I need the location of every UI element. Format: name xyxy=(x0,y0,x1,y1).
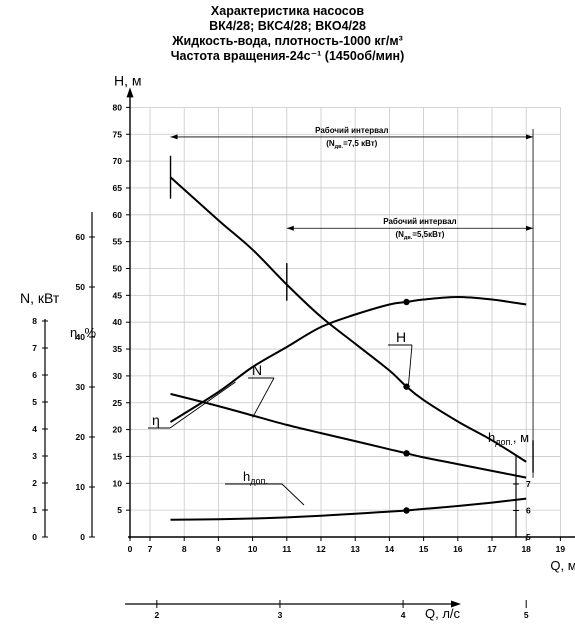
h-axis-tick-label: 5 xyxy=(117,505,122,515)
h-axis-tick-label: 65 xyxy=(113,183,123,193)
working-interval-motor-label: (Nдв.=5,5кВт) xyxy=(395,230,444,241)
h-axis-tick-label: 50 xyxy=(113,264,123,274)
series-line-N xyxy=(170,392,527,479)
q-ls-axis-tick-label: 4 xyxy=(401,610,406,620)
q-axis-tick-label: 19 xyxy=(556,544,566,554)
q-axis-tick-label: 10 xyxy=(248,544,258,554)
n-axis-tick-label: 0 xyxy=(32,532,37,542)
q-axis-tick-label: 18 xyxy=(521,544,531,554)
labels: H Nη hдоп. xyxy=(148,329,413,506)
n-axis-tick-label: 1 xyxy=(32,505,37,515)
series-point-hdop xyxy=(403,507,410,514)
leader-line xyxy=(408,344,413,385)
n-axis-tick-label: 8 xyxy=(32,316,37,326)
series-line-eta xyxy=(169,295,527,423)
q-ls-axis-arrow xyxy=(451,600,461,608)
eta-axis-tick-label: 50 xyxy=(76,282,86,292)
working-interval-label: Рабочий интервал xyxy=(383,217,456,226)
h-axis-tick-label: 35 xyxy=(113,344,123,354)
title-line-4: Частота вращения-24с⁻¹ (1450об/мин) xyxy=(170,49,405,63)
q-axis-tick-label: 11 xyxy=(282,544,291,554)
series-label-H: H xyxy=(396,329,406,345)
q-axis-tick-label: 12 xyxy=(316,544,326,554)
n-axis-tick-label: 3 xyxy=(32,451,37,461)
h-axis-tick-label: 40 xyxy=(113,317,123,327)
hdop-axis-tick-label: 7 xyxy=(526,479,531,489)
q-axis-label: Q, м³/ч xyxy=(550,558,575,573)
series-label-N: N xyxy=(252,362,262,378)
leader-line xyxy=(252,377,275,418)
q-ls-axis-tick-label: 5 xyxy=(524,610,529,620)
n-axis-tick-label: 2 xyxy=(32,478,37,488)
n-axis-label: N, кВт xyxy=(20,290,60,306)
eta-axis-tick-label: 40 xyxy=(76,332,86,342)
q-axis-tick-label: 8 xyxy=(182,544,187,554)
h-axis-tick-label: 80 xyxy=(113,102,123,112)
q-axis-tick-label: 0 xyxy=(128,544,133,554)
eta-axis-tick-label: 0 xyxy=(80,532,85,542)
q-axis-tick-label: 13 xyxy=(350,544,360,554)
series-label-hdop: hдоп. xyxy=(243,469,268,486)
h-axis-tick-label: 30 xyxy=(113,371,123,381)
n-axis-tick-label: 4 xyxy=(32,424,37,434)
n-axis-tick-label: 7 xyxy=(32,343,37,353)
working-interval-arrow-left xyxy=(286,225,294,231)
eta-axis-label: η, % xyxy=(70,325,96,340)
hdop-axis-tick-label: 5 xyxy=(526,532,531,542)
h-axis-tick-label: 75 xyxy=(113,129,123,139)
eta-axis-tick-label: 60 xyxy=(76,232,86,242)
series-point-H xyxy=(403,383,410,390)
working-interval-arrow-right xyxy=(526,134,534,140)
h-axis-tick-label: 15 xyxy=(113,451,123,461)
q-axis-tick-label: 17 xyxy=(487,544,497,554)
eta-axis-tick-label: 10 xyxy=(76,482,86,492)
h-axis-tick-label: 25 xyxy=(113,398,123,408)
q-axis-tick-label: 9 xyxy=(216,544,221,554)
n-axis-tick-label: 5 xyxy=(32,397,37,407)
working-interval-motor-label: (Nдв.=7,5 кВт) xyxy=(326,139,377,150)
h-axis-tick-label: 20 xyxy=(113,425,123,435)
hdop-axis-label: hдоп., м xyxy=(488,430,529,447)
series xyxy=(169,176,527,521)
series-label-eta: η xyxy=(152,412,160,428)
eta-axis-tick-label: 20 xyxy=(76,432,86,442)
q-ls-axis-tick-label: 2 xyxy=(154,610,159,620)
eta-axis-tick-label: 30 xyxy=(76,382,86,392)
q-axis-tick-label: 16 xyxy=(453,544,463,554)
title-line-2: ВК4/28; ВКС4/28; ВКО4/28 xyxy=(209,19,366,33)
q-axis-tick-label: 15 xyxy=(419,544,429,554)
h-axis-tick-label: 55 xyxy=(113,237,123,247)
h-axis-tick-label: 10 xyxy=(113,478,123,488)
q-axis-tick-label: 7 xyxy=(148,544,153,554)
hdop-axis-tick-label: 6 xyxy=(526,506,531,516)
q-ls-axis-label: Q, л/с xyxy=(425,606,461,621)
n-axis-tick-label: 6 xyxy=(32,370,37,380)
series-line-H xyxy=(169,176,527,463)
leader-line xyxy=(169,381,236,429)
grid xyxy=(130,107,561,537)
q-ls-axis-tick-label: 3 xyxy=(278,610,283,620)
h-axis-tick-label: 45 xyxy=(113,290,123,300)
working-interval-arrow-left xyxy=(170,134,178,140)
h-axis-tick-label: 60 xyxy=(113,210,123,220)
h-axis-arrow xyxy=(126,87,134,98)
working-intervals: Рабочий интервал (Nдв.=7,5 кВт) Рабочий ин… xyxy=(169,126,534,478)
h-axis-label: H, м xyxy=(114,72,142,88)
series-line-hdop xyxy=(170,497,527,521)
leader-line xyxy=(281,483,305,506)
h-axis-tick-label: 70 xyxy=(113,156,123,166)
series-point-N xyxy=(403,450,410,457)
working-interval-label: Рабочий интервал xyxy=(315,126,388,135)
title-line-1: Характеристика насосов xyxy=(210,4,365,18)
series-point-eta xyxy=(403,298,410,306)
q-axis-tick-label: 14 xyxy=(385,544,395,554)
chart-title: Характеристика насосов ВК4/28; ВКС4/28; … xyxy=(0,4,575,64)
working-interval-arrow-right xyxy=(526,225,534,231)
title-line-3: Жидкость-вода, плотность-1000 кг/м³ xyxy=(172,34,403,48)
